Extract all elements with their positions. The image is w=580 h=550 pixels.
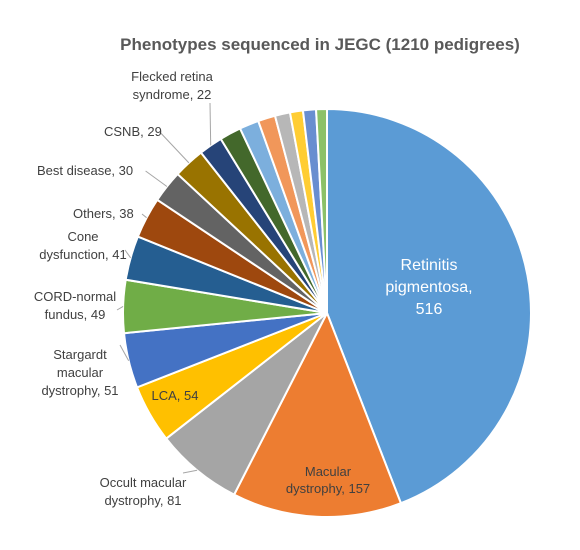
label-line: Retinitis bbox=[401, 257, 458, 274]
label-line: Macular bbox=[305, 464, 352, 479]
label-others: Others, 38 bbox=[73, 206, 134, 221]
label-line: Occult macular bbox=[100, 475, 187, 490]
label-line: Stargardt bbox=[53, 347, 107, 362]
label-cone-dysfunction: Cone dysfunction, 41 bbox=[39, 229, 126, 262]
leader-line-best-disease bbox=[145, 170, 168, 187]
label-line: Flecked retina bbox=[131, 69, 213, 84]
label-line: CORD-normal bbox=[34, 289, 116, 304]
label-macular-dystrophy: Macular dystrophy, 157 bbox=[286, 464, 370, 496]
leader-line-occult-macular-dystrophy bbox=[182, 469, 198, 474]
label-line: dystrophy, 157 bbox=[286, 481, 370, 496]
chart-title: Phenotypes sequenced in JEGC (1210 pedig… bbox=[120, 35, 520, 54]
label-line: 516 bbox=[416, 301, 443, 318]
slice-unlabeled-17 bbox=[314, 107, 328, 314]
leader-line-cone-dysfunction bbox=[124, 249, 132, 259]
label-stargardt-macular-dystrophy: Stargardt macular dystrophy, 51 bbox=[41, 347, 118, 398]
leader-line-others bbox=[141, 213, 147, 219]
label-lca: LCA, 54 bbox=[152, 388, 199, 403]
leader-line-cord-normal-fundus bbox=[116, 305, 124, 311]
label-occult-macular-dystrophy: Occult macular dystrophy, 81 bbox=[100, 475, 187, 508]
leader-line-flecked-retina-syndrome bbox=[209, 102, 212, 146]
label-line: dysfunction, 41 bbox=[39, 247, 126, 262]
label-cord-normal-fundus: CORD-normal fundus, 49 bbox=[34, 289, 116, 322]
label-line: LCA, 54 bbox=[152, 388, 199, 403]
slice-retinitis-pigmentosa bbox=[326, 107, 532, 505]
leader-lines bbox=[116, 102, 212, 474]
label-best-disease: Best disease, 30 bbox=[37, 163, 133, 178]
label-line: Best disease, 30 bbox=[37, 163, 133, 178]
label-line: syndrome, 22 bbox=[133, 87, 212, 102]
label-flecked-retina-syndrome: Flecked retina syndrome, 22 bbox=[131, 69, 213, 102]
label-line: pigmentosa, bbox=[385, 279, 472, 296]
label-line: Others, 38 bbox=[73, 206, 134, 221]
leader-line-stargardt-macular-dystrophy bbox=[119, 344, 130, 362]
label-line: macular bbox=[57, 365, 104, 380]
slice-labels: Retinitis pigmentosa, 516 Macular dystrophy,… bbox=[34, 69, 473, 508]
slice-macular-dystrophy bbox=[232, 310, 403, 518]
label-line: dystrophy, 81 bbox=[104, 493, 181, 508]
label-line: dystrophy, 51 bbox=[41, 383, 118, 398]
label-line: CSNB, 29 bbox=[104, 124, 162, 139]
label-line: fundus, 49 bbox=[45, 307, 106, 322]
label-csnb: CSNB, 29 bbox=[104, 124, 162, 139]
label-retinitis-pigmentosa: Retinitis pigmentosa, 516 bbox=[385, 257, 472, 318]
pie-slices bbox=[122, 107, 532, 518]
leader-line-csnb bbox=[159, 131, 190, 164]
label-line: Cone bbox=[67, 229, 98, 244]
